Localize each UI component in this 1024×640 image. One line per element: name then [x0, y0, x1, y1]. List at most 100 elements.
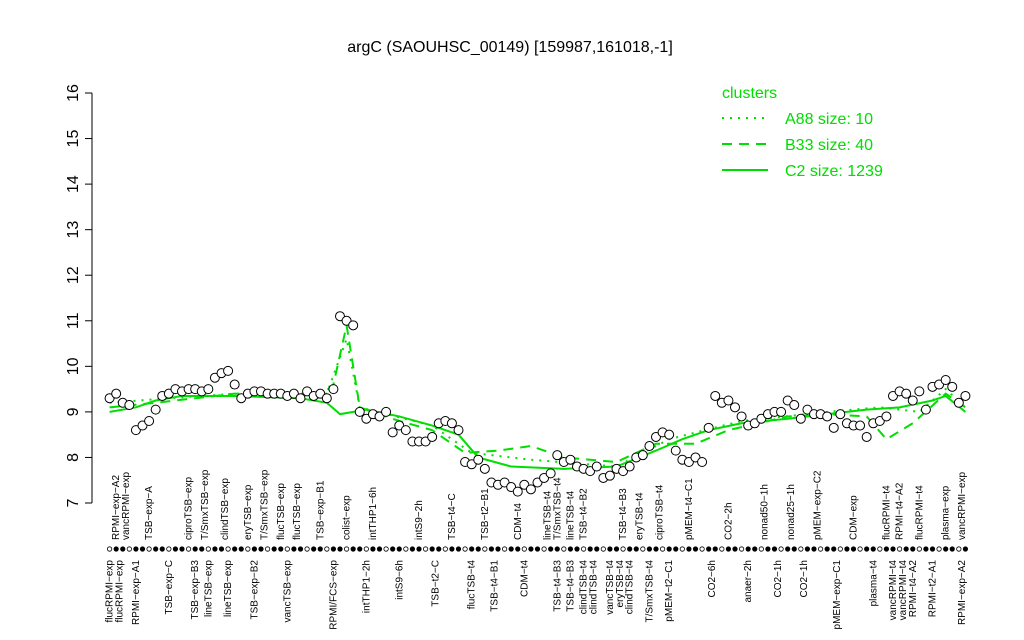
sample-label: nonad25−1h — [786, 484, 797, 540]
sample-label: ciproTSB−t4 — [654, 484, 665, 540]
rug-mark — [324, 546, 330, 552]
point — [940, 375, 951, 385]
rug-mark — [370, 546, 376, 552]
rug-mark — [534, 546, 541, 552]
rug-mark — [416, 546, 422, 552]
rug-mark — [449, 546, 455, 552]
rug-mark — [752, 546, 758, 552]
y-tick-label: 12 — [65, 266, 82, 284]
rug-mark — [238, 546, 244, 552]
y-tick-label: 8 — [65, 453, 82, 462]
rug-mark — [120, 546, 126, 552]
rug-mark — [923, 546, 929, 552]
rug-mark — [350, 546, 356, 552]
rug-mark — [179, 546, 185, 552]
rug-mark — [311, 546, 317, 552]
sample-label: intTHP1−2h — [361, 560, 372, 613]
sample-label: pMEM−exp−C2 — [812, 470, 823, 540]
point — [565, 454, 576, 465]
rug-mark — [633, 546, 639, 552]
sample-label: RPMI−t4−A2 — [895, 482, 906, 540]
point — [664, 429, 675, 440]
rug-mark — [291, 546, 297, 552]
sample-label: TSB−exp−B2 — [249, 560, 260, 620]
rug-mark — [758, 546, 764, 552]
point — [670, 445, 681, 456]
rug-mark — [706, 546, 712, 552]
point — [552, 450, 563, 461]
sample-label: nonad50−1h — [760, 484, 771, 540]
sample-label: CO2−1h — [773, 560, 784, 598]
sample-label: RPMI−exp−A2 — [111, 475, 122, 540]
rug-mark — [627, 546, 633, 552]
rug-mark — [765, 546, 771, 552]
y-tick-label: 11 — [65, 312, 82, 329]
rug-mark — [771, 546, 778, 552]
sample-label: TSB−t4−B1 — [490, 560, 501, 612]
rug-mark — [264, 546, 271, 552]
point — [730, 402, 740, 413]
point — [736, 411, 747, 422]
rug-mark — [896, 546, 903, 552]
rug-mark — [159, 546, 165, 552]
rug-mark — [594, 546, 600, 552]
rug-mark — [304, 546, 310, 552]
point — [861, 431, 872, 442]
point — [901, 388, 912, 399]
point — [637, 450, 648, 461]
point — [907, 395, 918, 406]
rug-mark — [436, 546, 442, 552]
sample-label: flucTSB−t4 — [467, 560, 478, 610]
rug-mark — [785, 546, 791, 552]
point — [624, 461, 635, 472]
rug-mark — [811, 546, 817, 552]
rug-mark — [640, 546, 646, 552]
rug-mark — [343, 546, 350, 552]
point — [348, 320, 359, 331]
rug-mark — [541, 546, 547, 552]
rug-mark — [330, 546, 337, 552]
point — [855, 420, 866, 431]
rug-mark — [284, 546, 290, 552]
sample-label: colist−exp — [342, 495, 353, 540]
rug-mark — [521, 546, 527, 552]
rug-mark — [172, 546, 179, 552]
point — [881, 411, 892, 422]
rug-mark — [692, 546, 699, 552]
sample-label: pMEM−t4−C1 — [684, 478, 695, 540]
rug-mark — [910, 546, 916, 552]
point — [512, 486, 523, 497]
rug-mark — [146, 546, 152, 552]
rug-mark — [548, 546, 554, 552]
rug-mark — [890, 546, 896, 552]
rug-mark — [791, 546, 797, 552]
rug-mark — [850, 546, 857, 552]
rug-mark — [422, 546, 429, 552]
rug-mark — [113, 546, 119, 552]
point — [446, 418, 457, 429]
rug-mark — [212, 546, 218, 552]
sample-label: TSB−t4−B3 — [618, 488, 629, 540]
rug-mark — [429, 546, 435, 552]
rug-mark — [383, 546, 389, 552]
sample-label: intS9−6h — [394, 560, 405, 600]
point — [295, 393, 306, 404]
sample-label: T/SmxTSB−t4 — [552, 477, 563, 540]
sample-label: RPMI−exp−A1 — [131, 560, 142, 625]
rug-mark — [883, 546, 890, 552]
sample-label: flucRPMI−t4 — [881, 485, 892, 540]
rug-mark — [554, 546, 560, 552]
sample-label: pMEM−exp−C1 — [832, 560, 843, 630]
rug-mark — [462, 546, 468, 552]
rug-mark — [916, 546, 922, 552]
rug-mark — [738, 546, 745, 552]
rug-mark — [205, 546, 211, 552]
point — [795, 413, 806, 424]
rug-mark — [646, 546, 653, 552]
rug-mark — [166, 546, 172, 552]
y-tick-label: 9 — [65, 407, 82, 416]
point — [920, 404, 931, 415]
point — [328, 384, 339, 395]
point — [703, 422, 714, 433]
